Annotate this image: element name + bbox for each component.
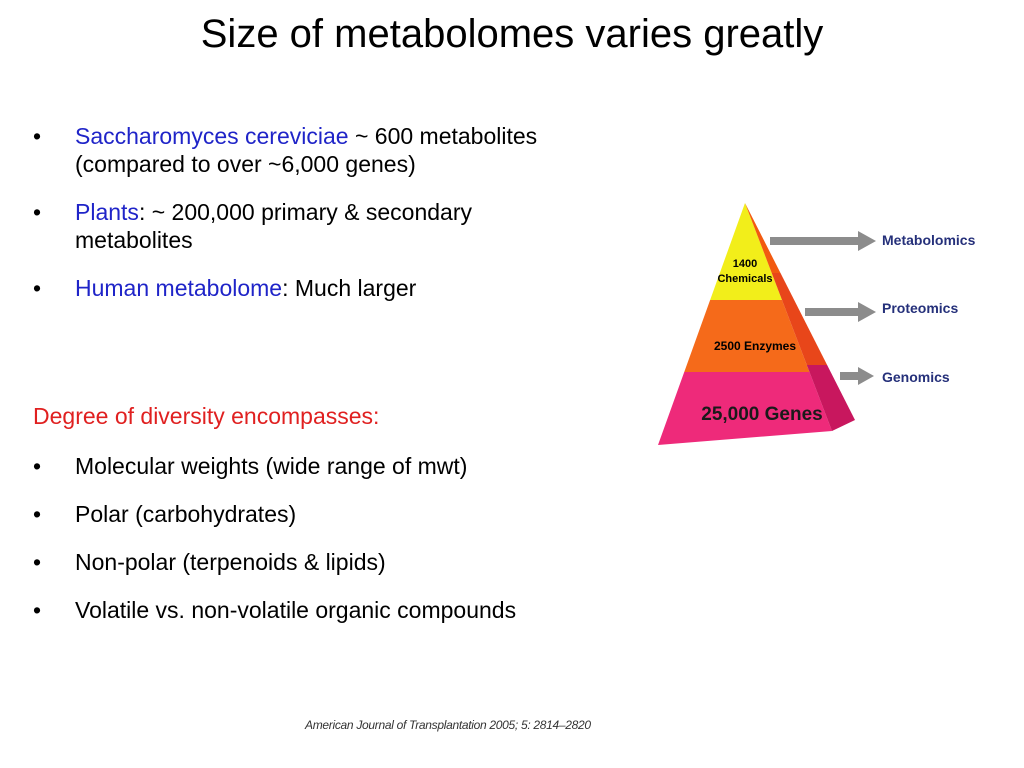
bullet-list: Molecular weights (wide range of mwt) Po… bbox=[33, 452, 693, 644]
arrows bbox=[770, 231, 876, 385]
pyramid-figure: 1400 Chemicals 2500 Enzymes 25,000 Genes… bbox=[658, 203, 976, 445]
bullet: Non-polar (terpenoids & lipids) bbox=[33, 548, 693, 576]
layer-label: Chemicals bbox=[717, 273, 772, 285]
level-label: Proteomics bbox=[882, 300, 958, 316]
bullet-list: Saccharomyces cereviciae ~ 600 metabolit… bbox=[33, 122, 693, 322]
level-label: Metabolomics bbox=[882, 232, 976, 248]
highlight: Saccharomyces cereviciae bbox=[75, 123, 349, 149]
slide-title: Size of metabolomes varies greatly bbox=[200, 12, 824, 56]
bullet: Polar (carbohydrates) bbox=[33, 500, 693, 528]
bullet-text: : ~ 200,000 primary & secondary bbox=[138, 199, 472, 225]
bullet: Human metabolome: Much larger bbox=[33, 274, 693, 302]
bullet-text: metabolites bbox=[75, 227, 193, 253]
bullet: Molecular weights (wide range of mwt) bbox=[33, 452, 693, 480]
bullet-text: : Much larger bbox=[282, 275, 417, 301]
citation: American Journal of Transplantation 2005… bbox=[305, 718, 591, 732]
highlight: Human metabolome bbox=[75, 275, 283, 301]
bullet: Saccharomyces cereviciae ~ 600 metabolit… bbox=[33, 122, 693, 178]
bullet-text: (compared to over ~6,000 genes) bbox=[75, 151, 416, 177]
level-label: Genomics bbox=[882, 369, 950, 385]
highlight: Plants bbox=[75, 199, 139, 225]
bullet: Plants: ~ 200,000 primary & secondarymet… bbox=[33, 198, 693, 254]
bullet-text: ~ 600 metabolites bbox=[348, 123, 538, 149]
layer-label: 1400 bbox=[733, 258, 757, 270]
layer-label: 25,000 Genes bbox=[701, 404, 822, 425]
layer-label: 2500 Enzymes bbox=[714, 339, 796, 353]
section-heading: Degree of diversity encompasses: bbox=[33, 403, 380, 429]
bullet: Volatile vs. non-volatile organic compou… bbox=[33, 596, 693, 624]
